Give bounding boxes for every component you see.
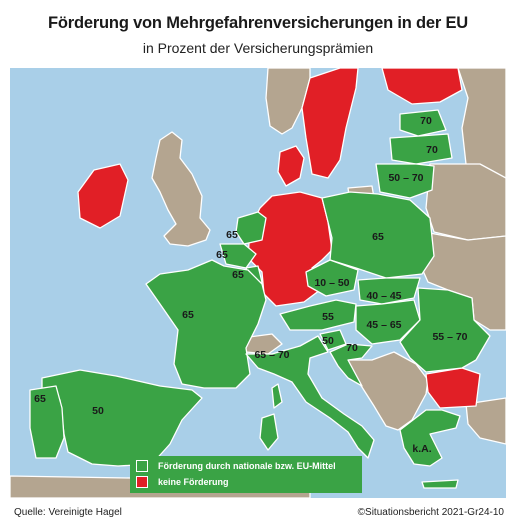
label-greece: k.A. <box>412 443 431 455</box>
finland <box>381 68 463 105</box>
balkans <box>347 351 429 431</box>
croatia <box>329 343 373 387</box>
ireland <box>77 163 129 229</box>
legend-item-none: keine Förderung <box>136 474 356 490</box>
label-romania: 55 – 70 <box>432 331 467 343</box>
crete <box>421 479 459 489</box>
map-subtitle: in Prozent der Versicherungsprämien <box>142 40 374 56</box>
poland <box>321 191 435 279</box>
legend-swatch-none <box>136 476 148 488</box>
netherlands <box>235 211 267 245</box>
label-czechia: 10 – 50 <box>314 277 349 289</box>
label-hungary: 45 – 65 <box>366 319 401 331</box>
label-austria: 55 <box>322 311 334 323</box>
romania <box>399 287 491 373</box>
hungary <box>355 299 421 345</box>
label-spain: 50 <box>92 405 104 417</box>
source-note: Quelle: Vereinigte Hagel <box>14 507 122 518</box>
norway <box>265 68 311 135</box>
legend-label-funded: Förderung durch nationale bzw. EU-Mittel <box>158 461 336 471</box>
label-italy: 65 – 70 <box>254 349 289 361</box>
france <box>145 259 267 389</box>
estonia <box>399 109 447 137</box>
denmark <box>277 145 305 187</box>
label-latvia: 70 <box>426 144 438 156</box>
label-poland: 65 <box>372 231 384 243</box>
italy <box>245 335 375 459</box>
legend-item-funded: Förderung durch nationale bzw. EU-Mittel <box>136 458 356 474</box>
label-slovakia: 40 – 45 <box>366 290 401 302</box>
portugal <box>29 385 65 459</box>
map-title: Förderung von Mehrgefahrenversicherungen… <box>48 14 468 32</box>
czechia <box>305 259 359 297</box>
label-croatia: 70 <box>346 342 358 354</box>
turkey <box>465 397 506 445</box>
belgium <box>219 243 257 269</box>
label-luxembourg: 65 <box>232 269 244 281</box>
label-france: 65 <box>182 309 194 321</box>
slovenia <box>319 329 347 351</box>
label-portugal: 65 <box>34 393 46 405</box>
legend-label-none: keine Förderung <box>158 477 229 487</box>
label-estonia: 70 <box>420 115 432 127</box>
legend: Förderung durch nationale bzw. EU-Mittel… <box>130 456 362 493</box>
sardinia <box>259 413 279 451</box>
belarus <box>425 163 506 241</box>
lithuania <box>375 163 435 199</box>
legend-swatch-funded <box>136 460 148 472</box>
sweden <box>301 68 359 179</box>
austria <box>279 299 357 331</box>
europe-map: 70 70 50 – 70 65 65 65 65 10 – 50 40 – 4… <box>10 68 506 498</box>
corsica <box>271 383 283 409</box>
latvia <box>389 133 453 165</box>
label-lithuania: 50 – 70 <box>388 172 423 184</box>
credit-note: ©Situationsbericht 2021-Gr24-10 <box>357 507 504 518</box>
great-britain <box>151 131 211 247</box>
label-slovenia: 50 <box>322 335 334 347</box>
slovakia <box>357 277 421 305</box>
greece <box>399 409 461 467</box>
label-netherlands: 65 <box>226 229 238 241</box>
label-belgium: 65 <box>216 249 228 261</box>
